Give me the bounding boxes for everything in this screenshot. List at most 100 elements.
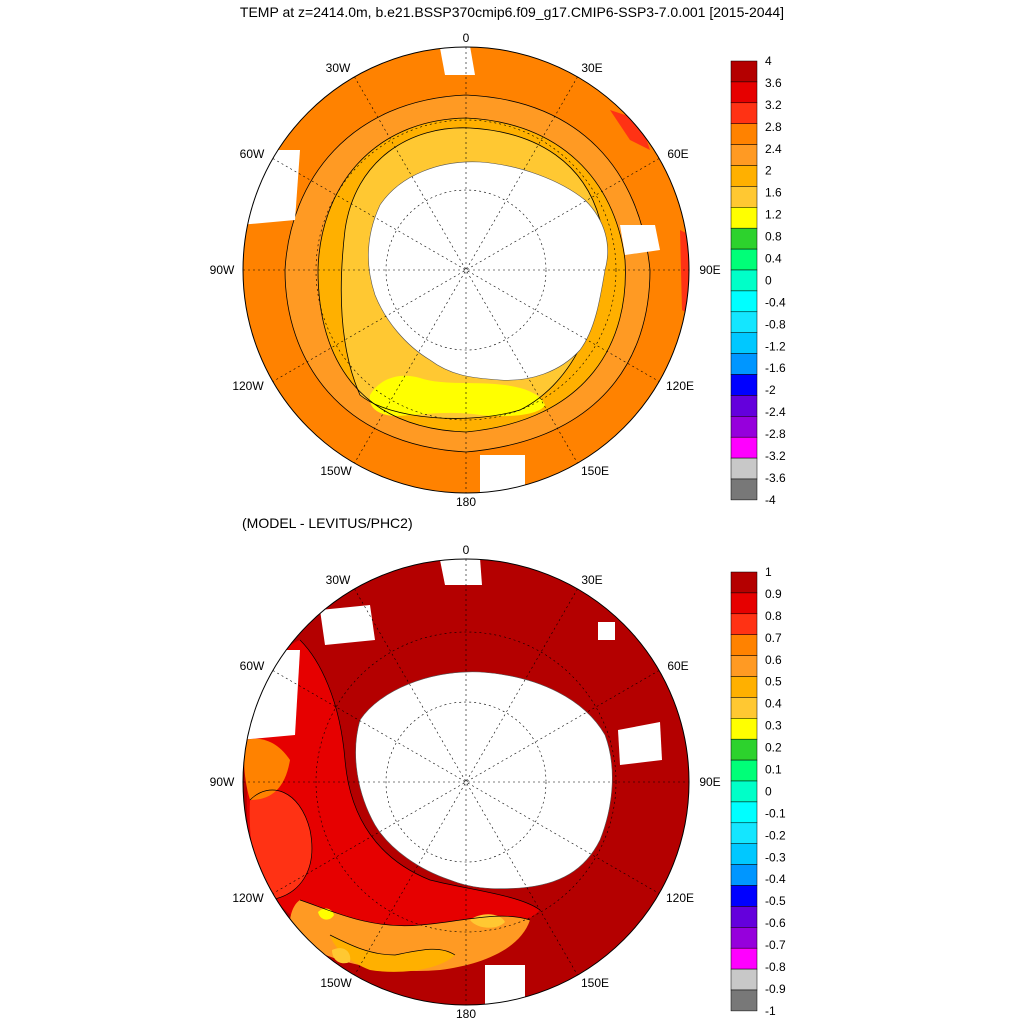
- bottom-colorbar-swatch: [730, 718, 758, 740]
- top-colorbar-label: 1.2: [765, 208, 782, 222]
- bottom-lon-label-150w: 150W: [320, 976, 352, 990]
- top-colorbar-swatch: [730, 144, 758, 166]
- bottom-colorbar-label: -0.8: [765, 960, 786, 974]
- bottom-colorbar-label: 1: [765, 565, 772, 579]
- top-colorbar-swatch: [730, 332, 758, 354]
- top-lon-label-60w: 60W: [240, 147, 265, 161]
- bottom-lon-label-90e: 90E: [699, 775, 720, 789]
- top-lon-label-120e: 120E: [666, 379, 694, 393]
- top-colorbar-label: -0.8: [765, 317, 786, 331]
- bottom-colorbar-swatch: [730, 592, 758, 615]
- top-colorbar-label: -2: [765, 383, 776, 397]
- top-colorbar-label: -2.8: [765, 427, 786, 441]
- top-colorbar-swatch: [730, 207, 758, 229]
- bottom-antarctica-mask: [355, 671, 613, 890]
- top-polar-map: 0 30E 60E 90E 120E 150E 180 150W 120W 90…: [210, 31, 721, 509]
- bottom-colorbar-swatch: [730, 634, 758, 656]
- bottom-contour-line-4: [329, 934, 456, 956]
- top-colorbar-swatch: [730, 81, 758, 104]
- bottom-colorbar-swatch: [730, 738, 758, 761]
- bottom-polar-map: 0 30E 60E 90E 120E 150E 180 150W 120W 90…: [210, 543, 721, 1021]
- bottom-colorbar-swatch: [730, 676, 758, 698]
- top-colorbar-label: -4: [765, 493, 776, 507]
- top-lon-labels: 0 30E 60E 90E 120E 150E 180 150W 120W 90…: [210, 31, 721, 509]
- top-graticule: [243, 47, 689, 493]
- bottom-colorbar-swatch: [730, 843, 758, 865]
- top-lon-label-180: 180: [456, 495, 476, 509]
- top-colorbar-swatch: [730, 165, 758, 187]
- bottom-white-patch-n: [440, 559, 482, 585]
- top-colorbar-swatch: [730, 436, 758, 459]
- bottom-colorbar-swatch: [730, 759, 758, 782]
- top-antarctica-mask: [368, 161, 608, 381]
- top-lon-label-90w: 90W: [210, 263, 235, 277]
- bottom-band-0.6-west: [244, 738, 290, 800]
- bottom-colorbar-swatch: [730, 697, 758, 719]
- top-colorbar-swatch: [730, 227, 758, 250]
- top-colorbar-label: 0.4: [765, 252, 782, 266]
- bottom-lon-label-120w: 120W: [232, 891, 264, 905]
- top-lon-label-30e: 30E: [581, 61, 602, 75]
- top-colorbar-label: 3.2: [765, 98, 782, 112]
- bottom-band-0.7: [249, 790, 312, 900]
- bottom-colorbar-swatch: [730, 927, 758, 949]
- top-colorbar-swatch: [730, 457, 758, 480]
- bottom-colorbar-swatch: [730, 989, 758, 1012]
- bottom-colorbar-swatch: [730, 885, 758, 907]
- top-colorbar-label: 2.8: [765, 120, 782, 134]
- top-colorbar-label: 2.4: [765, 142, 782, 156]
- bottom-lon-label-60w: 60W: [240, 659, 265, 673]
- bottom-lon-label-30e: 30E: [581, 573, 602, 587]
- top-colorbar-label: 0: [765, 273, 772, 287]
- bottom-colorbar-label: -0.2: [765, 828, 786, 842]
- bottom-colorbar-label: 0: [765, 784, 772, 798]
- top-colorbar-swatch: [730, 269, 758, 292]
- bottom-colorbar-label: -0.9: [765, 982, 786, 996]
- bottom-colorbar-label: -1: [765, 1004, 776, 1018]
- bottom-colorbar-label: 0.6: [765, 653, 782, 667]
- bottom-colorbar-swatch: [730, 780, 758, 803]
- top-colorbar-swatch: [730, 416, 758, 438]
- bottom-yellow-spot-3: [332, 948, 351, 964]
- top-colorbar-swatch: [730, 60, 758, 83]
- bottom-lon-label-150e: 150E: [581, 976, 609, 990]
- bottom-colorbar-swatch: [730, 801, 758, 824]
- top-colorbar-label: 3.6: [765, 76, 782, 90]
- top-map-border: [242, 46, 690, 494]
- bottom-white-patch-e: [598, 622, 615, 640]
- top-colorbar-swatch: [730, 102, 758, 124]
- bottom-map-border: [242, 558, 690, 1006]
- top-colorbar-swatch: [730, 290, 758, 313]
- bottom-yellow-spot-1: [318, 908, 334, 920]
- bottom-white-patch-s: [485, 965, 525, 1005]
- bottom-colorbar-label: -0.1: [765, 806, 786, 820]
- bottom-colorbar-swatch: [730, 947, 758, 970]
- top-lon-label-90e: 90E: [699, 263, 720, 277]
- bottom-contour-line-3: [249, 789, 313, 901]
- top-colorbar-label: 1.6: [765, 186, 782, 200]
- top-colorbar-swatch: [730, 248, 758, 271]
- bottom-colorbar-swatch: [730, 822, 758, 844]
- bottom-lon-label-30w: 30W: [326, 573, 351, 587]
- bottom-colorbar: 1 0.9 0.8 0.7 0.6 0.5 0.4 0.3 0.2 0.1 0 -0.1 -0.2 -0.…: [730, 565, 786, 1018]
- bottom-lon-label-120e: 120E: [666, 891, 694, 905]
- bottom-band-0.5: [330, 935, 455, 972]
- bottom-contour-line-1: [299, 639, 541, 911]
- top-colorbar-label: 4: [765, 54, 772, 68]
- bottom-colorbar-label: 0.5: [765, 675, 782, 689]
- bottom-colorbar-label: -0.3: [765, 850, 786, 864]
- top-yellow-patch: [369, 375, 545, 417]
- bottom-colorbar-swatch: [730, 613, 758, 635]
- top-colorbar-swatch: [730, 395, 758, 417]
- top-colorbar-swatch: [730, 478, 758, 501]
- bottom-lon-label-60e: 60E: [667, 659, 688, 673]
- top-colorbar: 4 3.6 3.2 2.8 2.4 2 1.6 1.2 0.8 0.4 0 -0.4 -0.8 -1.2 -…: [730, 54, 786, 507]
- top-lon-label-30w: 30W: [326, 61, 351, 75]
- top-colorbar-swatch: [730, 186, 758, 208]
- top-colorbar-label: -0.4: [765, 295, 786, 309]
- bottom-colorbar-label: 0.8: [765, 609, 782, 623]
- bottom-colorbar-label: 0.2: [765, 741, 782, 755]
- top-lon-label-150e: 150E: [581, 464, 609, 478]
- bottom-graticule: [243, 559, 689, 1005]
